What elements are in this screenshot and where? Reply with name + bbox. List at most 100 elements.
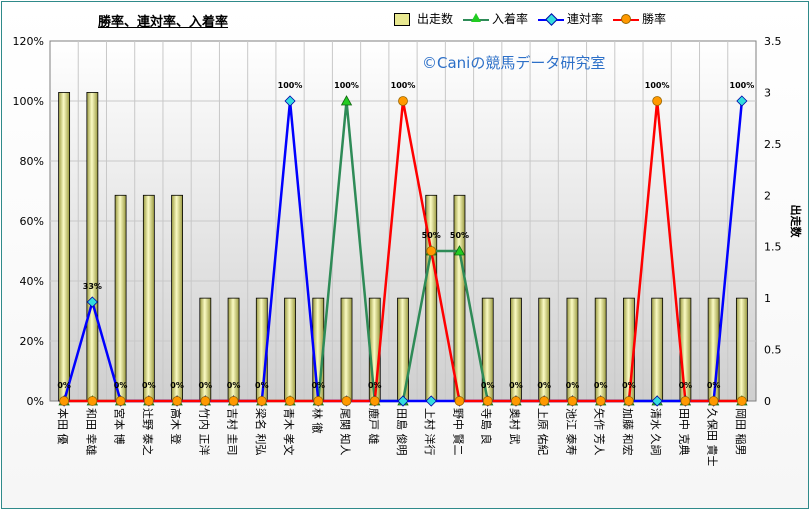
x-tick-label: 久保田 貴士 [706,408,720,467]
marker-win-rate [567,396,578,406]
x-tick-label: 鹿戸 雄 [367,408,381,445]
data-label: 100% [730,81,755,90]
marker-win-rate [511,396,521,406]
data-label: 100% [334,81,359,90]
x-tick-label: 田島 俊明 [395,408,409,456]
bar-starts [114,194,127,402]
y2-tick-label: 0.5 [764,344,782,357]
data-label: 100% [391,81,416,90]
chart-title: 勝率、連対率、入着率 [98,15,229,30]
data-label: 0% [199,381,213,390]
legend-label-starts: 出走数 [417,12,454,26]
data-label: 100% [278,81,303,90]
x-tick-label: 上原 佑紀 [536,408,550,456]
x-tick-label: 岡田 稲男 [734,408,747,456]
y2-tick-label: 3.5 [764,35,782,48]
marker-win-rate [256,396,267,406]
data-label: 0% [594,381,608,390]
marker-win-rate [680,396,691,406]
x-tick-label: 清水 久詞 [649,408,662,456]
x-tick-label: 田中 克典 [677,408,691,456]
x-tick-label: 宮本 博 [113,408,127,445]
bar-starts [651,297,664,402]
data-label: 0% [509,381,523,390]
marker-win-rate [228,396,239,406]
marker-win-rate [369,396,380,406]
x-tick-label: 青木 孝文 [282,408,296,456]
marker-win-rate [482,396,493,406]
data-label: 50% [450,231,469,240]
data-label: 0% [566,381,580,390]
data-label: 0% [57,381,71,390]
y2-tick-label: 0 [764,395,771,408]
marker-top2-rate [425,395,437,407]
marker-win-rate [115,396,126,406]
x-tick-label: 吉村 圭司 [226,408,240,456]
marker-win-rate [87,396,98,406]
y-tick-label: 60% [20,215,44,228]
y2-tick-label: 2.5 [764,138,782,151]
x-tick-label: 梁名 利弘 [254,408,268,456]
x-tick-label: 池江 泰寿 [564,408,578,456]
data-label: 0% [481,381,495,390]
y2-tick-label: 1.5 [764,241,782,254]
legend-item-win-rate: 勝率 [613,10,666,27]
marker-top2-rate [651,395,663,407]
x-tick-label: 加藤 和宏 [621,408,635,456]
x-tick-label: 尾関 知人 [339,408,353,456]
x-tick-label: 高木 登 [169,408,183,445]
x-tick-label: 上村 洋行 [423,408,437,456]
marker-top2-rate [284,95,296,107]
legend-item-top2-rate: 連対率 [538,10,603,27]
marker-win-rate [624,396,634,406]
data-label: 0% [622,381,636,390]
bar-starts [735,297,748,402]
watermark: ©Caniの競馬データ研究室 [422,54,606,72]
legend-swatch-win-rate [613,13,640,25]
data-label: 0% [255,381,269,390]
y2-tick-label: 3 [764,86,771,99]
y-tick-label: 20% [20,335,44,348]
bar-starts [340,297,353,402]
bar-starts [171,194,183,402]
legend-label-placing-rate: 入着率 [492,12,529,26]
legend-swatch-top2-rate [538,12,565,26]
y-tick-label: 0% [27,395,44,408]
x-tick-label: 林 徹 [310,408,324,434]
marker-win-rate [285,396,295,406]
data-label: 0% [142,381,156,390]
marker-win-rate [426,246,437,256]
x-tick-label: 本田 優 [56,408,70,445]
bar-starts [86,92,99,402]
marker-win-rate [454,396,465,406]
marker-win-rate [59,396,70,406]
marker-win-rate [200,396,211,406]
y-tick-label: 80% [20,155,44,168]
x-tick-label: 辻野 泰之 [141,408,155,456]
bar-starts [58,92,71,402]
marker-win-rate [708,396,719,406]
x-tick-label: 和田 幸雄 [84,408,98,456]
data-label: 0% [311,381,325,390]
data-label: 0% [368,381,382,390]
marker-win-rate [595,396,606,406]
marker-win-rate [736,396,747,406]
y2-tick-label: 2 [764,189,771,202]
data-label: 50% [422,231,441,240]
data-label: 0% [707,381,721,390]
y-tick-label: 100% [13,95,44,108]
legend-label-win-rate: 勝率 [642,12,667,26]
marker-win-rate [539,396,550,406]
legend-label-top2-rate: 連対率 [567,12,604,26]
marker-placing-rate [340,95,353,106]
x-tick-label: 奥村 武 [508,408,522,445]
marker-win-rate [398,96,408,106]
marker-win-rate [652,96,663,106]
marker-win-rate [172,396,182,406]
data-label: 0% [537,381,551,390]
data-label: 0% [227,381,241,390]
bar-starts [142,194,155,402]
data-label: 0% [170,381,184,390]
data-label: 0% [679,381,693,390]
